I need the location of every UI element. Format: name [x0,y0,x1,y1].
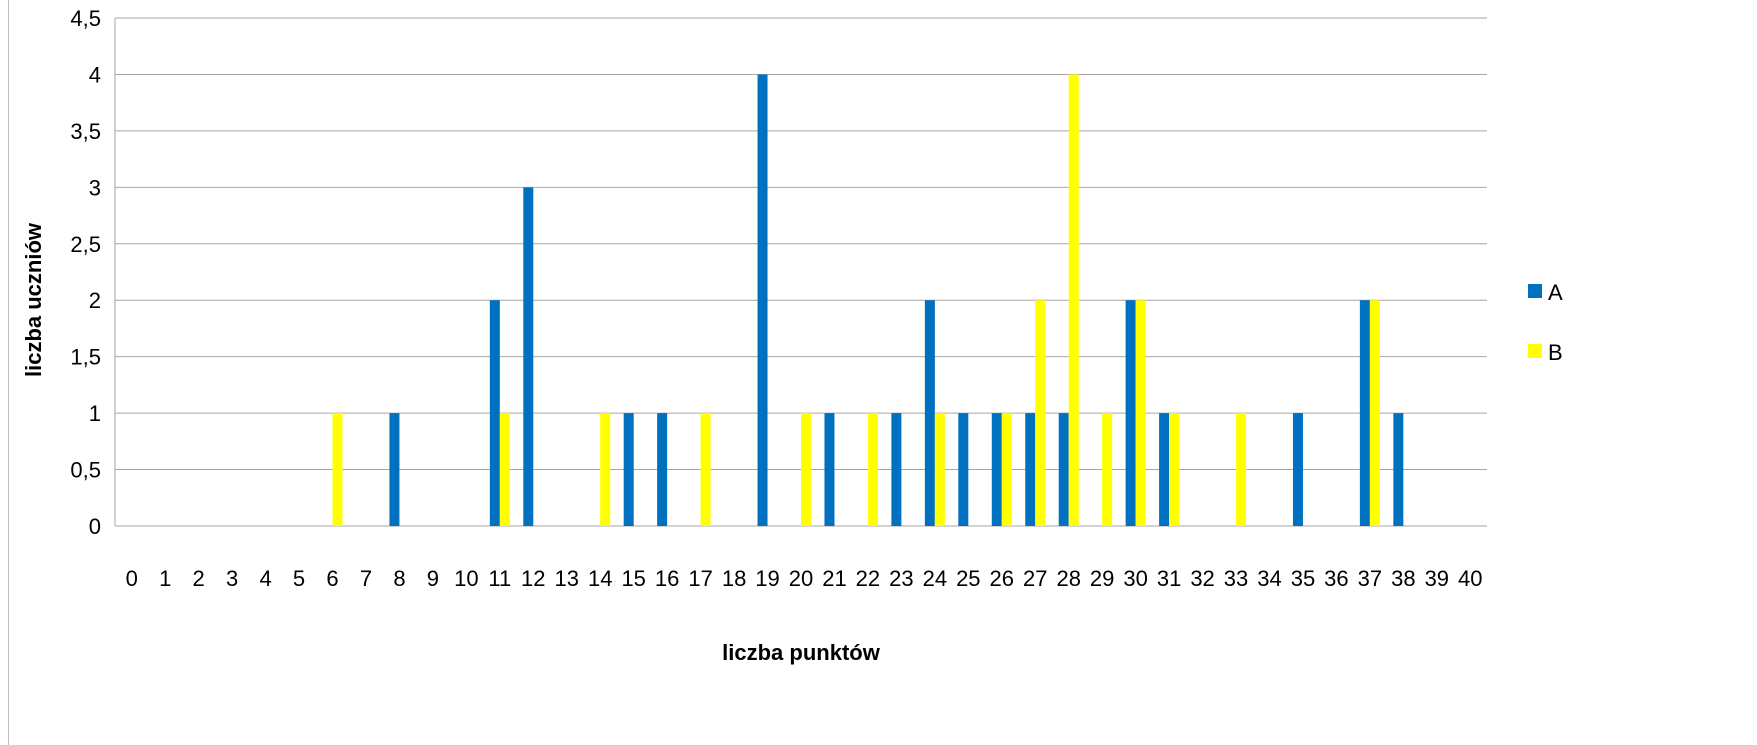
y-tick-label: 2,5 [70,232,101,257]
y-tick-label: 0,5 [70,458,101,483]
x-axis-ticks: 0 1 2 3 4 5 6 7 8 9 10 11 12 13 14 15 16 17 18 19 20 21 22 23 24… [126,566,1483,591]
y-tick-label: 1 [89,401,101,426]
x-tick-label: 15 [621,566,645,591]
x-tick-label: 27 [1023,566,1047,591]
x-tick-label: 34 [1257,566,1281,591]
bar-B-29 [1102,413,1113,526]
y-tick-label: 0 [89,514,101,539]
legend-label-A: A [1548,280,1563,305]
x-tick-label: 33 [1224,566,1248,591]
bar-A-27 [1025,413,1036,526]
bar-B-14 [600,413,611,526]
bar-B-22 [867,413,878,526]
bar-A-16 [657,413,668,526]
x-tick-label: 2 [193,566,205,591]
x-tick-label: 25 [956,566,980,591]
bar-A-38 [1393,413,1404,526]
bars [332,74,1404,527]
bar-B-26 [1001,413,1012,526]
bar-A-11 [489,300,500,526]
bar-B-28 [1068,74,1079,526]
x-tick-label: 36 [1324,566,1348,591]
x-tick-label: 40 [1458,566,1482,591]
legend-swatch-B [1528,344,1542,358]
bar-A-24 [924,300,935,526]
x-tick-label: 11 [488,566,511,591]
y-tick-label: 4 [89,62,101,87]
bar-A-26 [991,413,1002,526]
y-tick-label: 2 [89,288,101,313]
bar-A-30 [1125,300,1136,526]
y-tick-label: 3 [89,175,101,200]
x-tick-label: 16 [655,566,679,591]
gridlines [114,17,1487,527]
bar-A-25 [958,413,969,526]
x-tick-label: 30 [1123,566,1147,591]
x-tick-label: 13 [555,566,579,591]
bar-B-24 [934,413,945,526]
y-tick-label: 4,5 [70,6,101,31]
x-tick-label: 17 [688,566,712,591]
bar-A-23 [891,413,902,526]
bar-B-33 [1236,413,1247,526]
x-tick-label: 6 [326,566,338,591]
x-tick-label: 21 [822,566,846,591]
x-tick-label: 4 [259,566,271,591]
bar-B-30 [1135,300,1146,526]
x-tick-label: 32 [1190,566,1214,591]
x-tick-label: 24 [923,566,947,591]
x-axis-title: liczba punktów [722,640,881,665]
x-tick-label: 12 [521,566,545,591]
x-tick-label: 7 [360,566,372,591]
y-tick-label: 1,5 [70,345,101,370]
bar-B-27 [1035,300,1046,526]
y-tick-label: 3,5 [70,119,101,144]
bar-B-37 [1369,300,1380,526]
x-tick-label: 37 [1358,566,1382,591]
bar-A-19 [757,74,768,526]
x-tick-label: 31 [1157,566,1181,591]
x-tick-label: 26 [990,566,1014,591]
x-tick-label: 23 [889,566,913,591]
x-tick-label: 0 [126,566,138,591]
bar-A-12 [523,187,534,527]
bar-A-28 [1058,413,1069,526]
y-axis-ticks: 0 0,5 1 1,5 2 2,5 3 3,5 4 4,5 [70,6,101,539]
x-tick-label: 1 [159,566,171,591]
x-tick-label: 3 [226,566,238,591]
bar-A-35 [1292,413,1303,526]
x-tick-label: 5 [293,566,305,591]
x-tick-label: 38 [1391,566,1415,591]
bar-B-17 [700,413,711,526]
x-tick-label: 10 [454,566,478,591]
bar-A-37 [1359,300,1370,526]
bar-B-20 [801,413,811,526]
x-tick-label: 22 [856,566,880,591]
x-tick-label: 39 [1425,566,1449,591]
bar-B-31 [1169,413,1180,526]
legend-swatch-A [1528,284,1542,298]
x-tick-label: 9 [427,566,439,591]
bar-A-15 [623,413,634,526]
y-axis-title: liczba uczniów [21,222,46,377]
legend-label-B: B [1548,340,1563,365]
bar-A-21 [824,413,835,526]
bar-B-11 [499,413,510,526]
x-tick-label: 29 [1090,566,1114,591]
x-tick-label: 28 [1056,566,1080,591]
x-tick-label: 35 [1291,566,1315,591]
chart-frame [8,0,1757,745]
x-tick-label: 20 [789,566,813,591]
x-tick-label: 18 [722,566,746,591]
bar-B-6 [332,413,343,526]
x-tick-label: 8 [393,566,405,591]
bar-A-8 [389,413,400,526]
x-tick-label: 19 [755,566,779,591]
legend: AB [1528,280,1563,365]
x-tick-label: 14 [588,566,612,591]
bar-A-31 [1159,413,1170,526]
